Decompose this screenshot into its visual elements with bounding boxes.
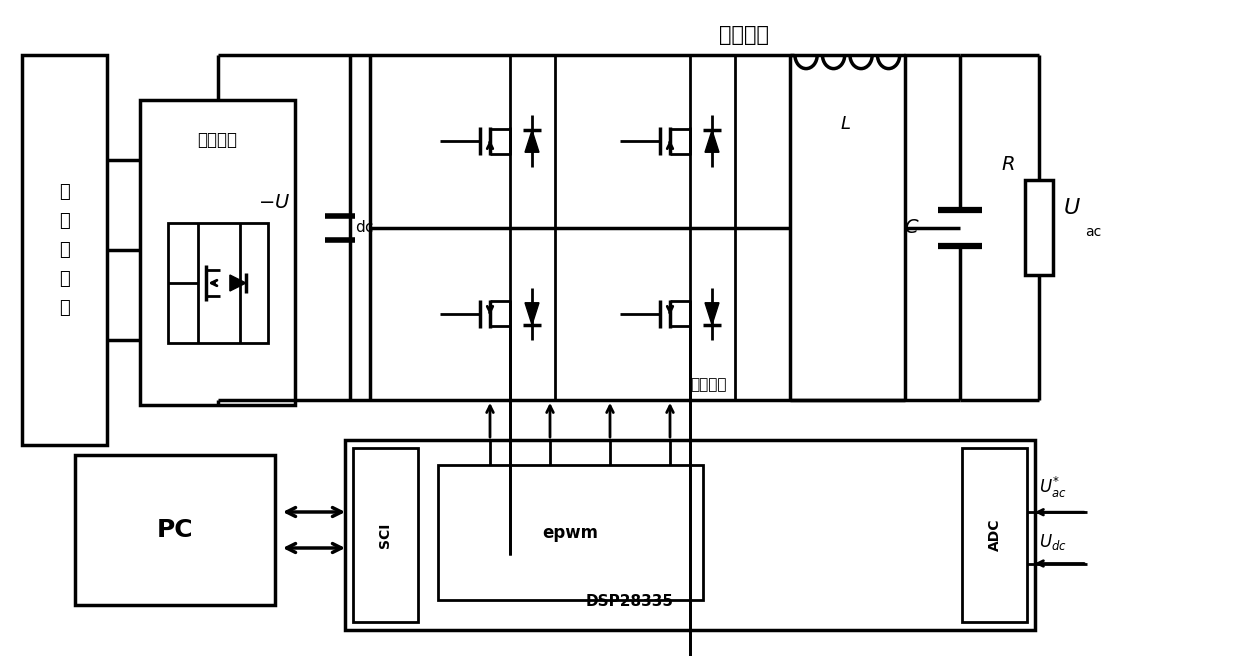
Text: $\mathrm{dc}$: $\mathrm{dc}$ bbox=[355, 220, 374, 236]
Text: 逆变电路: 逆变电路 bbox=[719, 25, 769, 45]
Text: $U_{ac}^{*}$: $U_{ac}^{*}$ bbox=[1039, 475, 1066, 501]
Text: $L$: $L$ bbox=[839, 115, 851, 133]
Polygon shape bbox=[706, 303, 719, 325]
Text: 波
浪
发
电
机: 波 浪 发 电 机 bbox=[60, 182, 69, 318]
Text: DSP28335: DSP28335 bbox=[587, 594, 675, 609]
Text: 整流电路: 整流电路 bbox=[197, 131, 238, 149]
Bar bbox=[345, 440, 1035, 630]
Bar bbox=[962, 448, 1027, 622]
Polygon shape bbox=[525, 303, 539, 325]
Bar bbox=[22, 55, 107, 445]
Text: $C$: $C$ bbox=[904, 218, 920, 237]
Bar bbox=[140, 100, 295, 405]
Text: ac: ac bbox=[1085, 226, 1101, 239]
Bar bbox=[438, 465, 703, 600]
Bar bbox=[353, 448, 418, 622]
Text: ADC: ADC bbox=[987, 519, 1002, 551]
Polygon shape bbox=[706, 131, 719, 152]
Polygon shape bbox=[525, 131, 539, 152]
Polygon shape bbox=[229, 275, 246, 291]
Text: $U_{dc}$: $U_{dc}$ bbox=[1039, 531, 1066, 552]
Text: 门控信号: 门控信号 bbox=[689, 377, 727, 392]
Text: epwm: epwm bbox=[543, 523, 599, 541]
Text: $R$: $R$ bbox=[1001, 155, 1016, 174]
Bar bbox=[167, 223, 268, 343]
Text: $-U$: $-U$ bbox=[258, 193, 290, 212]
Text: $U$: $U$ bbox=[1063, 197, 1081, 218]
Text: PC: PC bbox=[156, 518, 193, 542]
Text: SCI: SCI bbox=[378, 522, 393, 548]
Bar bbox=[74, 455, 275, 605]
Bar bbox=[1025, 180, 1053, 275]
